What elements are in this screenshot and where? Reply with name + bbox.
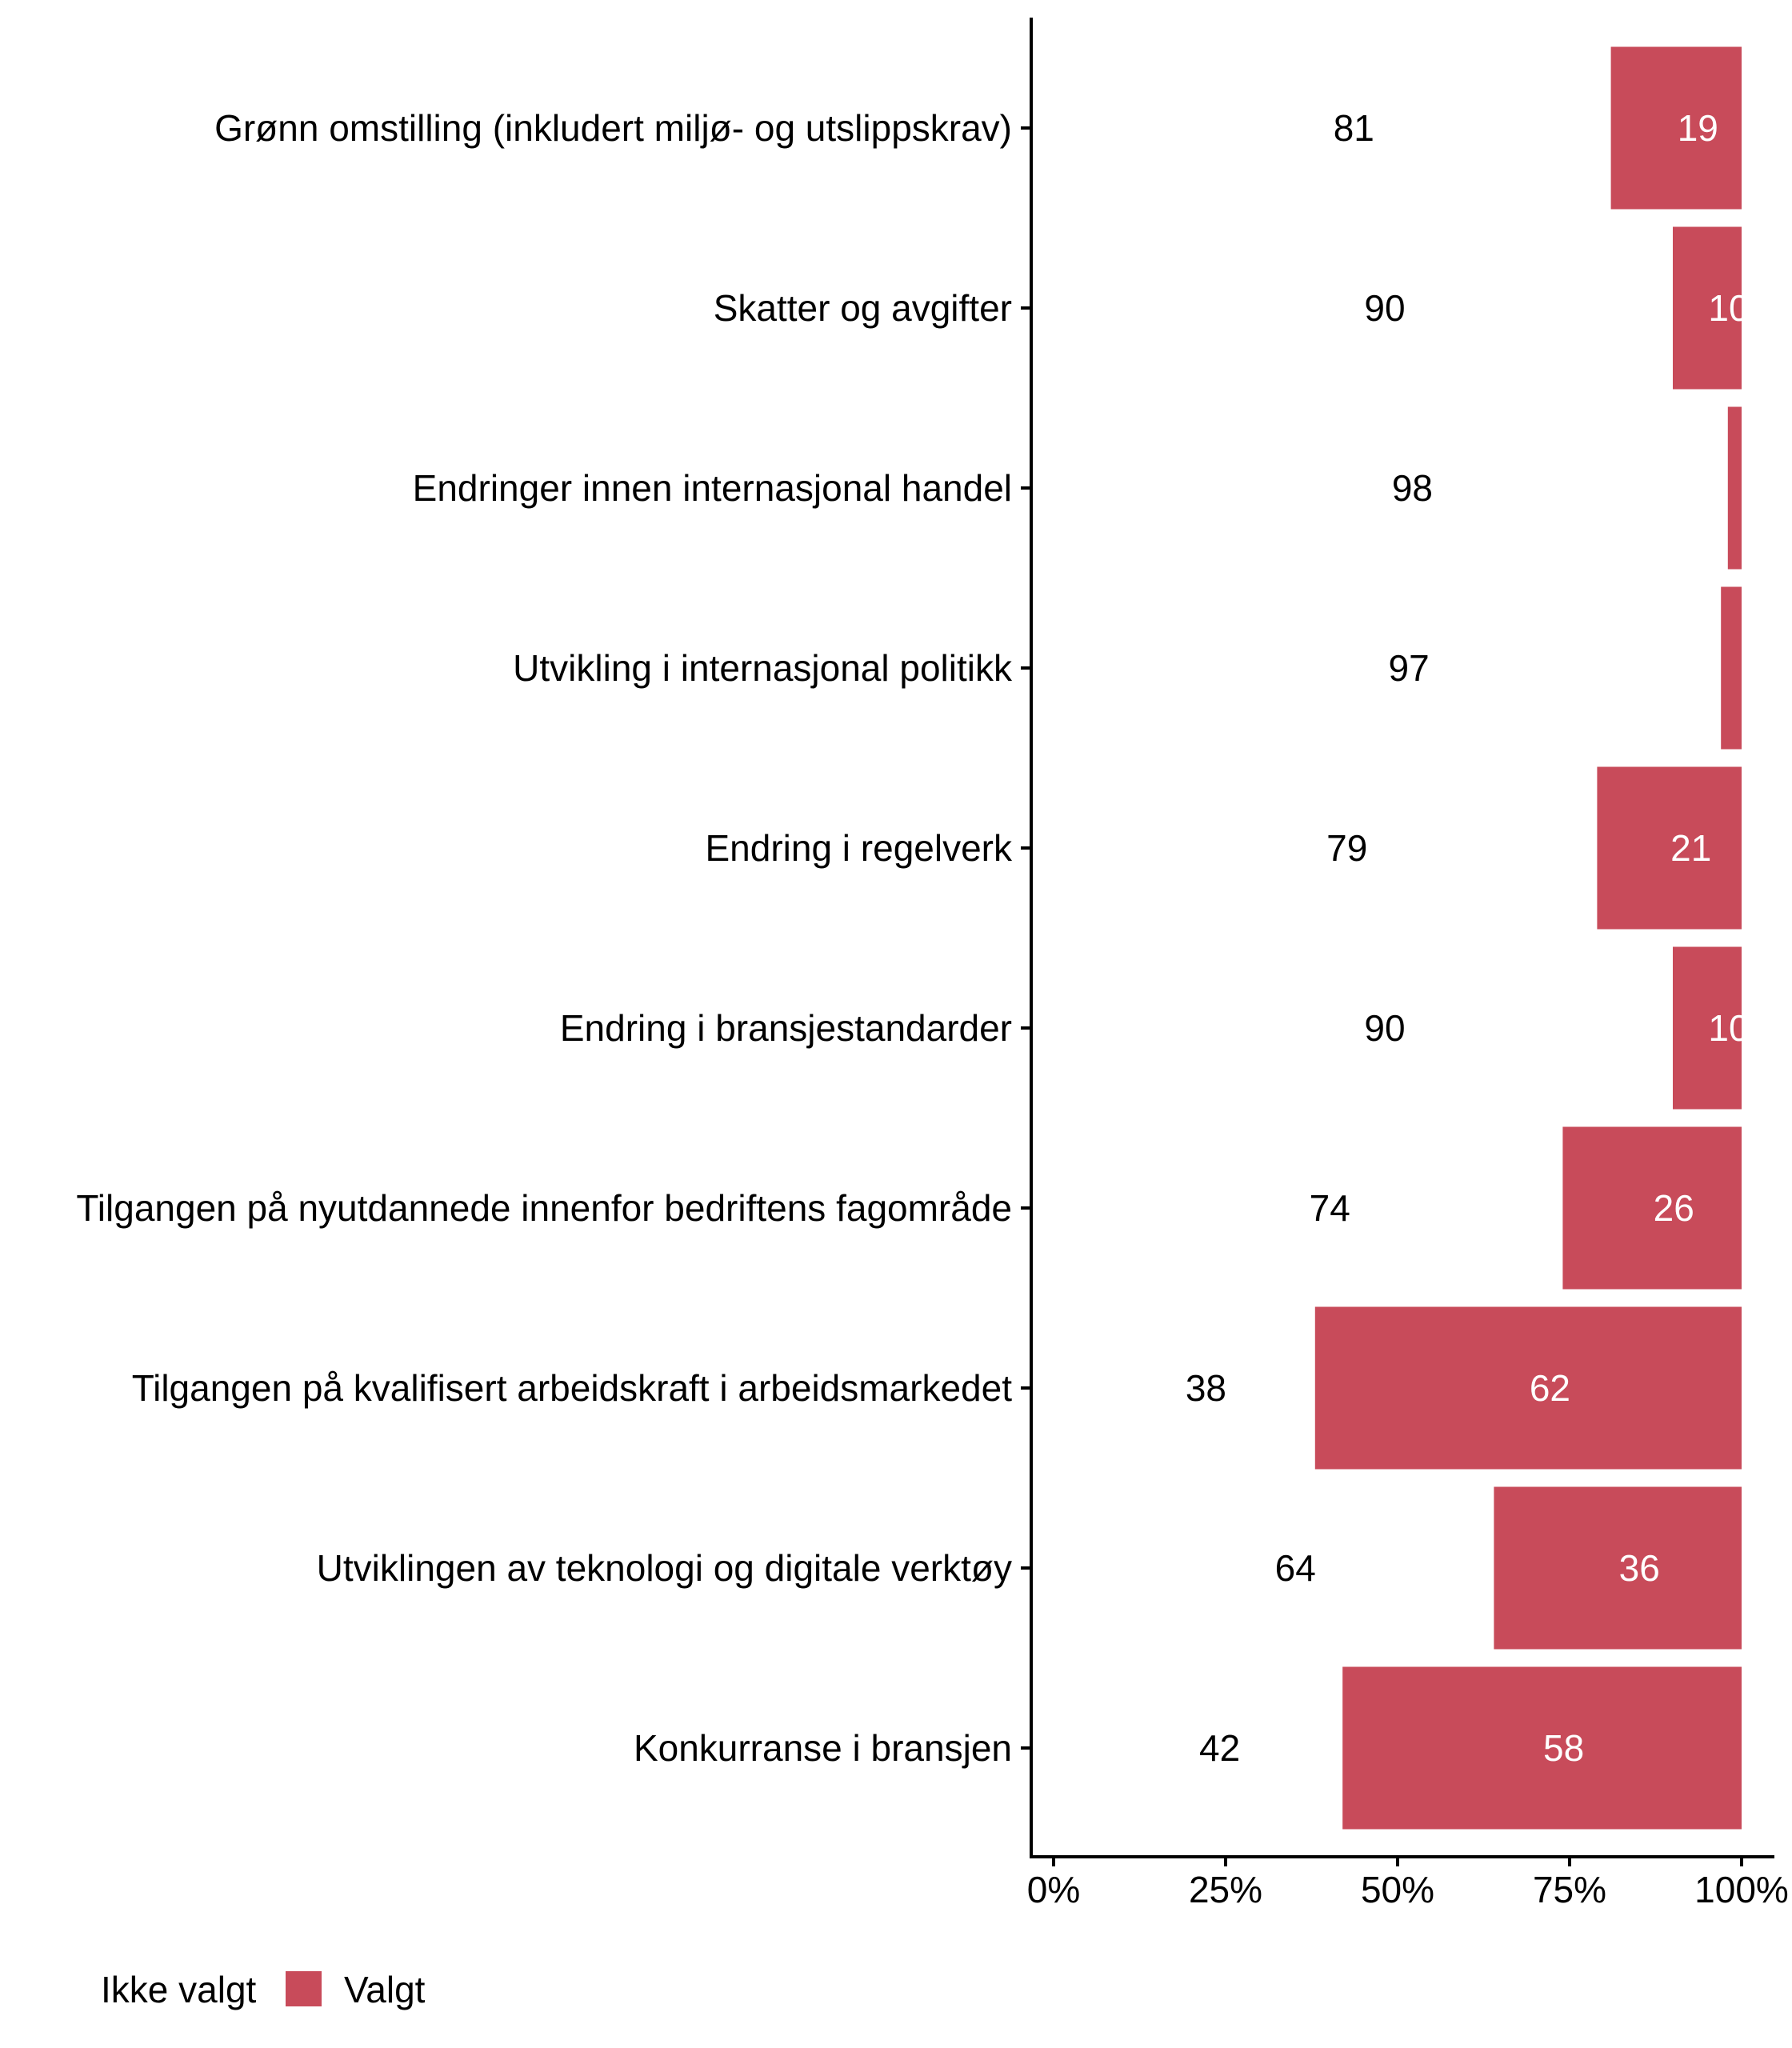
x-tick-label: 50% — [1361, 1869, 1434, 1910]
value-label-ikke-valgt: 79 — [1326, 827, 1367, 869]
bar-valgt — [1610, 46, 1742, 210]
value-label-ikke-valgt: 74 — [1310, 1187, 1350, 1229]
category-label: Tilgangen på kvalifisert arbeidskraft i … — [132, 1367, 1012, 1409]
value-label-ikke-valgt: 42 — [1199, 1727, 1240, 1769]
bar-valgt — [1727, 406, 1742, 570]
value-label-valgt: 2 — [1746, 467, 1767, 509]
category-label: Endring i regelverk — [705, 827, 1013, 869]
bar-ikke-valgt — [1054, 1126, 1563, 1290]
value-label-valgt: 10 — [1708, 1007, 1749, 1049]
bar-ikke-valgt — [1054, 586, 1722, 750]
x-tick-label: 0% — [1027, 1869, 1080, 1910]
value-label-valgt: 19 — [1678, 107, 1718, 149]
bar-valgt — [1342, 1666, 1742, 1830]
bar-ikke-valgt — [1054, 226, 1673, 390]
bar-ikke-valgt — [1054, 1486, 1494, 1650]
category-label: Skatter og avgifter — [714, 287, 1012, 329]
bar-valgt — [1562, 1126, 1742, 1290]
category-label: Konkurranse i bransjen — [634, 1727, 1012, 1769]
value-label-ikke-valgt: 90 — [1364, 1007, 1405, 1049]
value-label-valgt: 21 — [1670, 827, 1711, 869]
bar-valgt — [1494, 1486, 1742, 1650]
bar-valgt — [1314, 1306, 1742, 1470]
bar-ikke-valgt — [1054, 946, 1673, 1110]
value-label-valgt: 36 — [1619, 1547, 1660, 1589]
value-label-ikke-valgt: 90 — [1364, 287, 1405, 329]
bar-valgt — [1721, 586, 1742, 750]
legend-label-valgt: Valgt — [344, 1969, 426, 2010]
value-label-valgt: 10 — [1708, 287, 1749, 329]
legend-swatch-valgt — [286, 1971, 322, 2006]
bar-valgt — [1673, 946, 1742, 1110]
category-label: Utviklingen av teknologi og digitale ver… — [317, 1547, 1012, 1589]
bar-ikke-valgt — [1054, 1666, 1343, 1830]
legend-label-ikke-valgt: Ikke valgt — [101, 1969, 257, 2010]
bar-ikke-valgt — [1054, 406, 1728, 570]
x-axis-ticks: 0% 25% 50% 75% 100% — [1027, 1857, 1789, 1910]
category-label: Grønn omstilling (inkludert miljø- og ut… — [214, 107, 1012, 149]
y-axis-ticks: Grønn omstilling (inkludert miljø- og ut… — [76, 107, 1031, 1769]
x-tick-label: 100% — [1694, 1869, 1789, 1910]
bar-ikke-valgt — [1054, 1306, 1315, 1470]
category-label: Endringer innen internasjonal handel — [413, 467, 1012, 509]
value-label-valgt: 3 — [1742, 647, 1763, 689]
bar-ikke-valgt — [1054, 46, 1611, 210]
value-label-valgt: 62 — [1530, 1367, 1570, 1409]
bar-valgt — [1673, 226, 1742, 390]
bars-layer — [1054, 46, 1742, 1830]
value-label-ikke-valgt: 98 — [1392, 467, 1433, 509]
bar-valgt — [1597, 766, 1742, 930]
category-label: Utvikling i internasjonal politikk — [513, 647, 1013, 689]
value-label-valgt: 26 — [1654, 1187, 1694, 1229]
bar-ikke-valgt — [1054, 766, 1598, 930]
category-label: Tilgangen på nyutdannede innenfor bedrif… — [76, 1187, 1012, 1229]
value-label-ikke-valgt: 81 — [1334, 107, 1374, 149]
x-tick-label: 75% — [1533, 1869, 1606, 1910]
value-label-ikke-valgt: 97 — [1389, 647, 1430, 689]
value-label-ikke-valgt: 38 — [1186, 1367, 1226, 1409]
category-label: Endring i bransjestandarder — [560, 1007, 1012, 1049]
value-label-ikke-valgt: 64 — [1275, 1547, 1316, 1589]
value-labels-layer: 81 19 90 10 98 2 97 3 79 21 90 10 74 26 38 62 64 36 42 58 — [1186, 107, 1766, 1769]
legend: Ikke valgt Valgt — [101, 1969, 426, 2010]
x-tick-label: 25% — [1189, 1869, 1262, 1910]
value-label-valgt: 58 — [1543, 1727, 1584, 1769]
